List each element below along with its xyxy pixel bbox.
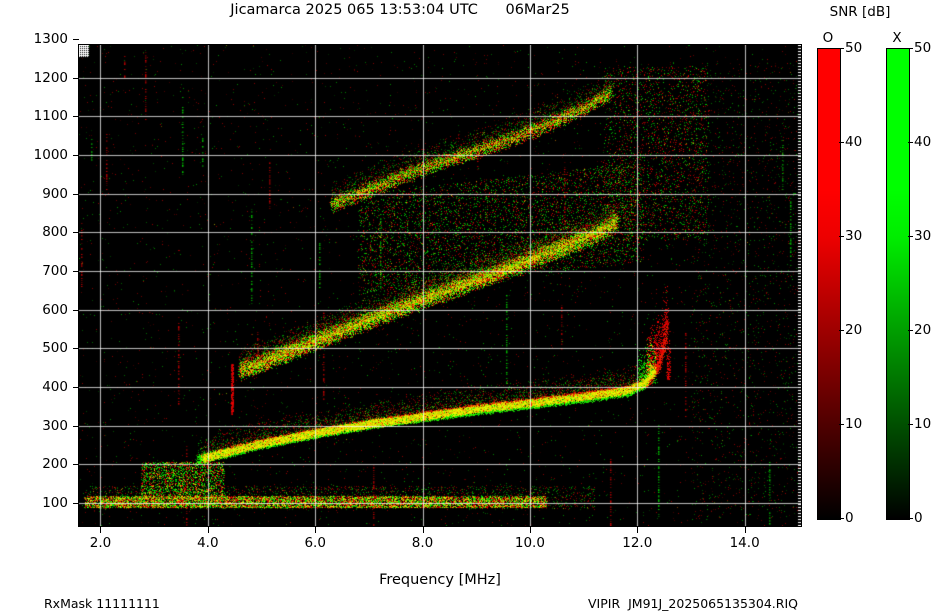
y-tick-label: 1300	[33, 31, 68, 48]
y-tick-label: 800	[42, 224, 68, 241]
x-tick-mark	[100, 527, 102, 533]
y-tick-label: 900	[42, 185, 68, 202]
x-tick-mark	[422, 527, 424, 533]
x-tick-label: 14.0	[729, 535, 760, 551]
colorbar-tick-mark	[908, 518, 913, 519]
y-tick-mark	[73, 39, 79, 41]
colorbar-tick-mark	[839, 424, 844, 425]
colorbar-tick-label: 30	[845, 228, 863, 244]
footer-rxmask: RxMask 11111111	[44, 596, 160, 611]
colorbar-tick-label: 40	[914, 134, 932, 150]
x-tick-mark	[637, 527, 639, 533]
colorbar-tick-label: 0	[845, 510, 854, 526]
colorbar-o-label: O	[822, 30, 834, 46]
x-tick-label: 2.0	[89, 535, 112, 551]
colorbar-tick-mark	[908, 330, 913, 331]
x-tick-label: 12.0	[622, 535, 653, 551]
colorbar-tick-mark	[908, 424, 913, 425]
colorbar-x-label: X	[892, 30, 902, 46]
colorbar-title: SNR [dB]	[829, 4, 891, 20]
colorbar-tick-label: 50	[845, 40, 863, 56]
y-tick-label: 700	[42, 263, 68, 279]
y-tick-label: 100	[42, 494, 68, 511]
y-tick-label: 1100	[33, 108, 68, 125]
y-tick-label: 1200	[33, 69, 68, 86]
colorbar-tick-mark	[839, 142, 844, 143]
colorbar-tick-label: 10	[914, 416, 932, 432]
colorbar-o	[817, 48, 841, 520]
x-axis-label: Frequency [MHz]	[379, 572, 501, 588]
colorbar-tick-label: 30	[914, 228, 932, 244]
colorbar-tick-mark	[839, 330, 844, 331]
colorbar-tick-label: 20	[914, 322, 932, 338]
colorbar-tick-mark	[839, 236, 844, 237]
ionogram-canvas	[79, 45, 801, 526]
colorbar-tick-label: 20	[845, 322, 863, 338]
footer-filename: VIPIR JM91J_2025065135304.RIQ	[588, 596, 798, 611]
colorbar-tick-label: 10	[845, 416, 863, 432]
y-tick-label: 500	[42, 340, 68, 357]
y-tick-label: 200	[42, 456, 68, 473]
y-tick-label: 300	[42, 417, 68, 434]
y-tick-label: 1000	[33, 147, 68, 164]
colorbar-tick-mark	[839, 48, 844, 49]
colorbar-x	[886, 48, 910, 520]
colorbar-tick-label: 0	[914, 510, 923, 526]
colorbar-tick-mark	[839, 518, 844, 519]
colorbar-tick-mark	[908, 48, 913, 49]
y-tick-label: 600	[42, 301, 68, 318]
x-tick-label: 6.0	[304, 535, 326, 551]
x-tick-mark	[529, 527, 531, 533]
figure-title: Jicamarca 2025 065 13:53:04 UTC 06Mar25	[230, 2, 570, 18]
colorbar-tick-mark	[908, 142, 913, 143]
colorbar-tick-label: 50	[914, 40, 932, 56]
y-tick-label: 400	[42, 378, 68, 395]
x-tick-label: 4.0	[197, 535, 219, 551]
x-tick-mark	[315, 527, 317, 533]
ionogram-plot-area	[78, 44, 802, 527]
colorbar-tick-label: 40	[845, 134, 863, 150]
x-tick-label: 8.0	[411, 535, 434, 551]
x-tick-label: 10.0	[514, 535, 545, 551]
x-tick-mark	[744, 527, 746, 533]
colorbar-tick-mark	[908, 236, 913, 237]
x-tick-mark	[207, 527, 209, 533]
